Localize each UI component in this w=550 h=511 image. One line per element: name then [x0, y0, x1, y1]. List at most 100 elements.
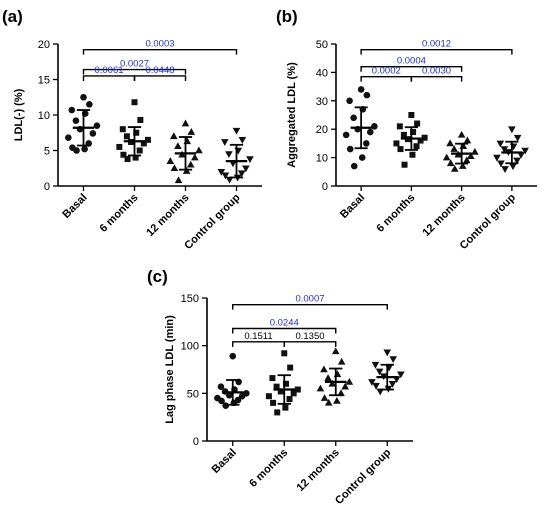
comparison-bracket	[133, 75, 187, 81]
data-point	[225, 391, 233, 399]
data-point	[286, 396, 293, 403]
data-point	[65, 134, 72, 142]
comparison-bracket	[232, 327, 337, 334]
panel-a: 0 5 10 15 20 LDL(-) (%) Basal 6 months 12 months…	[13, 39, 262, 252]
y-tick-label: 0	[193, 436, 199, 448]
data-point	[93, 122, 101, 129]
y-tick-label: 100	[181, 341, 199, 353]
data-point	[320, 394, 329, 401]
data-point	[346, 97, 353, 105]
y-tick-label: 50	[187, 388, 199, 400]
data-point	[140, 140, 147, 147]
data-point	[269, 375, 276, 382]
data-point	[331, 347, 340, 355]
data-point	[320, 365, 328, 373]
data-point	[242, 165, 250, 173]
data-point	[217, 383, 225, 390]
data-point	[89, 130, 97, 137]
p-value-label: 0.0002	[372, 66, 401, 77]
data-point	[367, 128, 374, 136]
data-point	[450, 145, 458, 152]
comparison-bracket	[360, 75, 413, 82]
data-point	[346, 145, 354, 153]
data-point	[389, 356, 397, 364]
data-point	[232, 127, 241, 135]
y-tick-label: 50	[316, 39, 328, 51]
panel-label-c: (c)	[147, 267, 168, 286]
data-point	[174, 142, 182, 150]
data-point	[521, 147, 529, 155]
data-point	[181, 119, 190, 127]
x-tick-label: 6 months	[247, 447, 290, 490]
y-axis-label: Lag phase LDL (min)	[164, 315, 176, 424]
data-point	[363, 91, 371, 99]
data-point	[238, 392, 246, 400]
data-point	[277, 388, 284, 395]
x-tick-label: 6 months	[98, 192, 141, 235]
data-point	[170, 164, 179, 172]
panel-b: 0 10 20 30 40 50 Aggregated LDL (%) Basal 6 mont…	[286, 39, 537, 252]
data-point	[229, 352, 237, 360]
data-point	[357, 86, 365, 93]
x-tick-label: Basal	[338, 192, 367, 221]
data-point	[86, 101, 93, 108]
p-value-label: 0.0003	[145, 39, 174, 50]
data-point	[221, 172, 230, 180]
data-point	[132, 154, 139, 161]
data-point	[187, 128, 196, 135]
data-point	[442, 153, 451, 161]
data-point	[174, 176, 183, 184]
panel-label-a: (a)	[2, 7, 23, 26]
data-point	[225, 151, 233, 159]
x-tick-label: Control group	[333, 446, 394, 507]
x-tick-label: Control group	[182, 191, 243, 252]
x-tick-label: Basal	[60, 192, 89, 221]
data-point	[393, 140, 400, 147]
data-point	[72, 117, 80, 124]
comparison-bracket	[360, 66, 463, 72]
comparison-bracket	[232, 303, 388, 310]
data-point	[467, 152, 475, 159]
data-point	[237, 170, 246, 178]
p-value-label: 0.1350	[295, 331, 324, 342]
data-point	[221, 139, 229, 146]
data-point	[397, 146, 404, 153]
data-point	[463, 136, 472, 144]
data-point	[73, 147, 80, 154]
comparison-bracket	[82, 68, 187, 75]
data-point	[281, 350, 288, 357]
data-point	[421, 134, 428, 141]
data-point	[183, 137, 192, 145]
y-tick-label: 20	[38, 39, 50, 51]
data-point	[345, 377, 354, 385]
data-point	[446, 139, 454, 147]
data-point	[497, 160, 505, 168]
data-point	[413, 143, 420, 150]
data-point	[116, 143, 123, 150]
data-point	[341, 382, 349, 390]
y-tick-label: 0	[322, 181, 328, 193]
data-point	[508, 126, 516, 134]
data-point	[246, 156, 254, 164]
data-point	[397, 371, 405, 379]
y-tick-label: 5	[44, 146, 50, 158]
data-point	[458, 162, 467, 169]
data-point	[333, 396, 341, 404]
comparison-bracket	[283, 341, 337, 347]
data-point	[136, 147, 143, 154]
data-point	[358, 154, 366, 161]
data-point	[131, 99, 138, 106]
data-point	[401, 161, 408, 168]
y-tick-label: 10	[316, 153, 328, 165]
data-point	[287, 364, 294, 371]
data-point	[282, 404, 289, 411]
data-point	[513, 134, 522, 142]
data-point	[274, 409, 281, 416]
data-point	[350, 162, 358, 170]
p-value-label: 0.0061	[94, 65, 123, 76]
data-point	[80, 93, 87, 101]
data-point	[457, 130, 466, 138]
data-point	[462, 156, 471, 164]
data-point	[385, 364, 393, 372]
y-tick-label: 20	[316, 124, 328, 136]
